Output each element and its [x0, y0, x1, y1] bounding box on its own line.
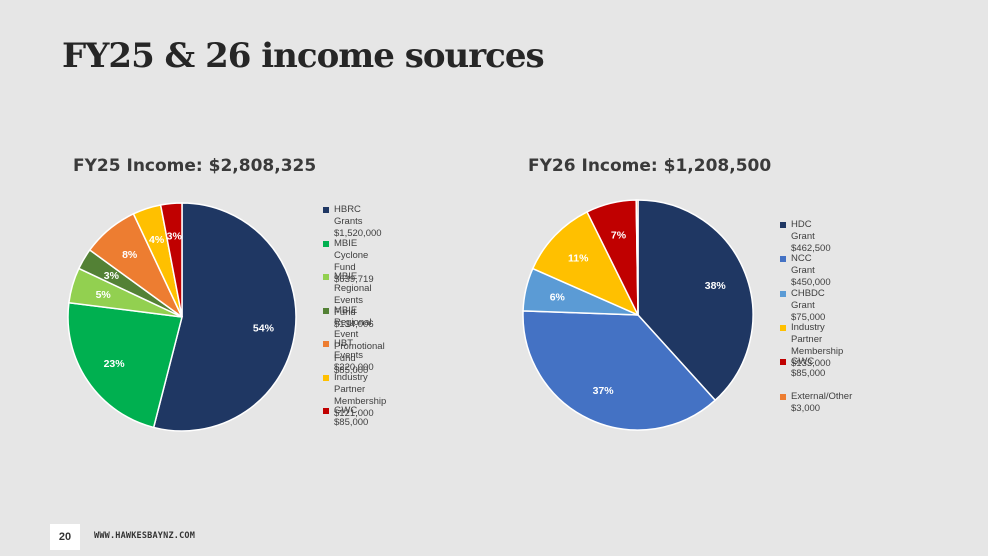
fy25-legend-swatch-6	[323, 408, 329, 414]
fy26-slice-label-0: 38%	[705, 280, 727, 292]
fy26-legend-label-0: HDC Grant $462,500	[791, 219, 831, 254]
footer-url: WWW.HAWKESBAYNZ.COM	[94, 531, 196, 541]
fy26-chart-title: FY26 Income: $1,208,500	[528, 156, 772, 176]
fy25-slice-label-6: 3%	[167, 230, 183, 242]
page-number: 20	[50, 524, 80, 550]
fy25-legend-swatch-4	[323, 341, 329, 347]
fy25-legend-item-1: MBIE Cyclone Fund $639,719	[323, 238, 374, 286]
fy26-legend-swatch-4	[780, 359, 786, 366]
fy25-legend-label-2: MBIE Regional Events Fund $134,006	[334, 271, 374, 330]
fy26-slice-3	[531, 210, 640, 317]
fy26-slice-1	[522, 310, 717, 431]
fy26-legend-item-2: CHBDC Grant $75,000	[780, 288, 825, 324]
fy25-legend-label-0: HBRC Grants $1,520,000	[334, 204, 382, 239]
fy26-legend-label-2: CHBDC Grant $75,000	[791, 287, 826, 323]
fy26-legend-swatch-5	[780, 393, 786, 400]
fy25-slice-label-3: 3%	[104, 270, 120, 282]
fy26-legend-item-4: GWC $85,000	[780, 356, 825, 380]
fy25-legend-item-3: MBIE Regional Event Promotional Fund $85…	[323, 305, 385, 377]
fy25-chart-title: FY25 Income: $2,808,325	[73, 156, 317, 176]
fy25-slice-label-5: 4%	[149, 234, 165, 246]
fy25-legend-item-4: HBT Events $220,000	[323, 338, 374, 374]
fy26-legend-item-1: NCC Grant $450,000	[780, 253, 831, 289]
fy25-slice-label-2: 5%	[96, 289, 112, 301]
fy25-legend-label-1: MBIE Cyclone Fund $639,719	[334, 237, 374, 285]
fy25-legend-label-5: Industry Partner Membership $121,000	[334, 371, 387, 419]
fy26-legend-item-0: HDC Grant $462,500	[780, 219, 831, 255]
fy26-legend-label-5: External/Other $3,000	[791, 390, 853, 414]
fy26-legend-item-5: External/Other $3,000	[780, 391, 852, 415]
fy25-slice-1	[67, 301, 183, 429]
fy26-slice-label-1: 37%	[593, 385, 615, 397]
fy25-slice-label-0: 54%	[253, 322, 275, 334]
fy25-legend-swatch-5	[323, 374, 329, 381]
fy25-legend-swatch-0	[323, 207, 329, 213]
fy25-legend-item-2: MBIE Regional Events Fund $134,006	[323, 271, 374, 331]
fy26-slice-label-3: 11%	[568, 253, 589, 265]
fy26-slice-0	[637, 199, 754, 402]
fy25-legend-swatch-2	[323, 274, 329, 280]
fy25-slice-0	[152, 202, 297, 432]
fy26-legend-swatch-0	[780, 222, 786, 228]
fy26-slice-5	[635, 199, 639, 316]
fy26-legend-label-1: NCC Grant $450,000	[791, 253, 831, 289]
fy26-legend-swatch-3	[780, 324, 786, 331]
fy25-legend-label-6: GWC $85,000	[334, 405, 369, 428]
fy26-legend-label-4: GWC $85,000	[791, 356, 826, 380]
fy26-legend-label-3: Industry Partner Membership $133,000	[791, 321, 844, 369]
fy26-slice-label-2: 6%	[550, 291, 566, 303]
slide-title: FY25 & 26 income sources	[62, 36, 545, 76]
fy25-legend-swatch-3	[323, 307, 329, 314]
fy26-legend-swatch-2	[780, 290, 786, 297]
fy25-slice-label-1: 23%	[104, 358, 126, 370]
fy25-legend-item-6: GWC $85,000	[323, 405, 368, 429]
fy25-legend-label-4: HBT Events $220,000	[334, 338, 374, 373]
fy25-slice-label-4: 8%	[122, 249, 138, 261]
fy25-legend-swatch-1	[323, 240, 329, 247]
fy26-legend-swatch-1	[780, 256, 786, 263]
fy25-legend-item-0: HBRC Grants $1,520,000	[323, 204, 382, 240]
fy25-slice-6	[159, 202, 183, 318]
fy25-legend-label-3: MBIE Regional Event Promotional Fund $85…	[334, 304, 385, 376]
fy26-slice-label-4: 7%	[611, 230, 627, 242]
fy26-legend-item-3: Industry Partner Membership $133,000	[780, 322, 843, 370]
fy25-legend-item-5: Industry Partner Membership $121,000	[323, 372, 386, 420]
